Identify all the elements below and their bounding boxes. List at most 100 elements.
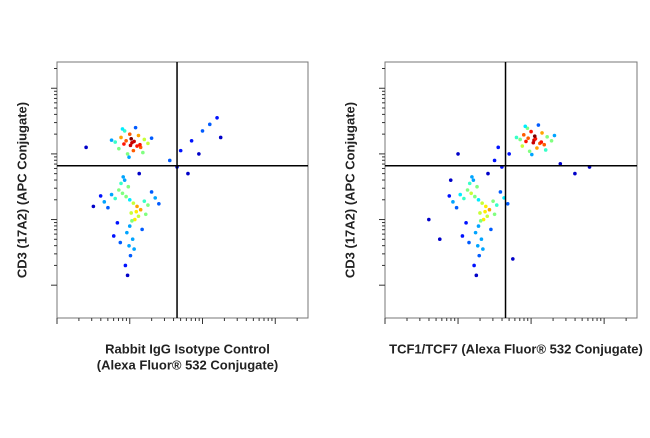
event-dot	[458, 192, 463, 197]
event-dot	[531, 140, 536, 145]
event-dot	[143, 212, 148, 217]
event-dot	[137, 171, 142, 176]
event-dot	[149, 136, 154, 140]
event-dot	[448, 178, 453, 182]
event-dot	[491, 199, 495, 203]
y-axis-label: CD3 (17A2) (APC Conjugate)	[14, 102, 29, 278]
event-dot	[98, 194, 103, 198]
event-dot	[511, 257, 515, 261]
event-dot	[120, 127, 125, 131]
event-dot	[127, 155, 131, 159]
event-dot	[118, 240, 123, 245]
event-dot	[475, 243, 480, 248]
event-dot	[518, 137, 522, 142]
event-dot	[138, 207, 143, 212]
event-dot	[120, 191, 125, 196]
event-dot	[117, 146, 121, 151]
event-dot	[427, 217, 431, 222]
event-dot	[536, 123, 541, 127]
event-dot	[481, 247, 485, 251]
event-dot	[113, 140, 118, 144]
event-dot	[456, 152, 460, 156]
event-dot	[109, 138, 114, 142]
event-dot	[149, 190, 154, 194]
event-dot	[465, 188, 470, 192]
event-dot	[130, 237, 135, 242]
event-dot	[125, 152, 130, 156]
plot-frame	[56, 61, 309, 319]
event-dot	[141, 150, 145, 155]
event-dot	[545, 135, 549, 139]
event-dot	[471, 178, 476, 182]
event-dot	[527, 149, 532, 154]
event-dot	[467, 240, 471, 245]
y-axis-label: CD3 (17A2) (APC Conjugate)	[342, 102, 357, 278]
event-dot	[505, 201, 510, 206]
event-dot	[552, 133, 557, 138]
event-dot	[138, 142, 142, 147]
event-dot	[111, 234, 116, 238]
event-dot	[215, 115, 219, 120]
event-dot	[467, 181, 472, 186]
event-dot	[128, 253, 133, 258]
event-dot	[146, 141, 150, 146]
event-dot	[486, 171, 490, 176]
event-dot	[135, 144, 139, 148]
event-dot	[121, 175, 126, 179]
event-dot	[475, 184, 479, 189]
event-dot	[146, 203, 150, 207]
event-dot	[119, 181, 123, 186]
event-dot	[117, 188, 121, 192]
event-dot	[478, 211, 482, 215]
event-dot	[573, 171, 577, 176]
event-dot	[473, 194, 477, 199]
event-dot	[472, 263, 476, 268]
event-dot	[122, 178, 127, 182]
event-dot	[122, 142, 126, 146]
event-dot	[447, 194, 452, 198]
event-dot	[487, 207, 492, 212]
event-dot	[521, 133, 526, 137]
event-dot	[167, 158, 172, 163]
event-dot	[124, 194, 128, 199]
event-dot	[119, 135, 123, 140]
event-dot	[125, 273, 130, 278]
event-dot	[123, 263, 128, 268]
event-dot	[207, 122, 212, 127]
event-dot	[197, 152, 201, 156]
event-dot	[558, 161, 563, 166]
event-dot	[153, 196, 158, 200]
event-dot	[530, 152, 534, 157]
event-dot	[540, 131, 544, 135]
event-dot	[496, 145, 501, 150]
x-axis-label: Rabbit IgG Isotype Control	[105, 341, 270, 356]
event-dot	[142, 199, 147, 203]
event-dot	[127, 198, 132, 202]
event-dot	[535, 146, 539, 150]
event-dot	[136, 133, 141, 138]
event-dot	[102, 200, 107, 204]
event-dot	[218, 135, 223, 140]
event-dot	[132, 247, 136, 251]
event-dot	[507, 152, 511, 156]
event-dot	[454, 205, 459, 210]
event-dot	[526, 136, 530, 140]
event-dot	[109, 192, 114, 197]
event-dot	[451, 200, 455, 204]
event-dot	[189, 138, 194, 143]
event-dot	[84, 145, 88, 150]
event-dot	[126, 184, 131, 189]
event-dot	[529, 129, 533, 134]
event-dot	[133, 217, 137, 222]
event-dot	[492, 212, 497, 217]
event-dot	[437, 237, 442, 242]
x-axis-label: TCF1/TCF7 (Alexa Fluor® 532 Conjugate)	[389, 341, 643, 356]
event-dot	[464, 221, 468, 225]
x-axis-label: (Alexa Fluor® 532 Conjugate)	[97, 357, 279, 372]
event-dot	[131, 148, 136, 153]
event-dot	[478, 219, 483, 223]
event-dot	[460, 234, 465, 238]
event-dot	[115, 221, 120, 225]
event-dot	[542, 142, 547, 147]
event-dot	[477, 253, 482, 258]
